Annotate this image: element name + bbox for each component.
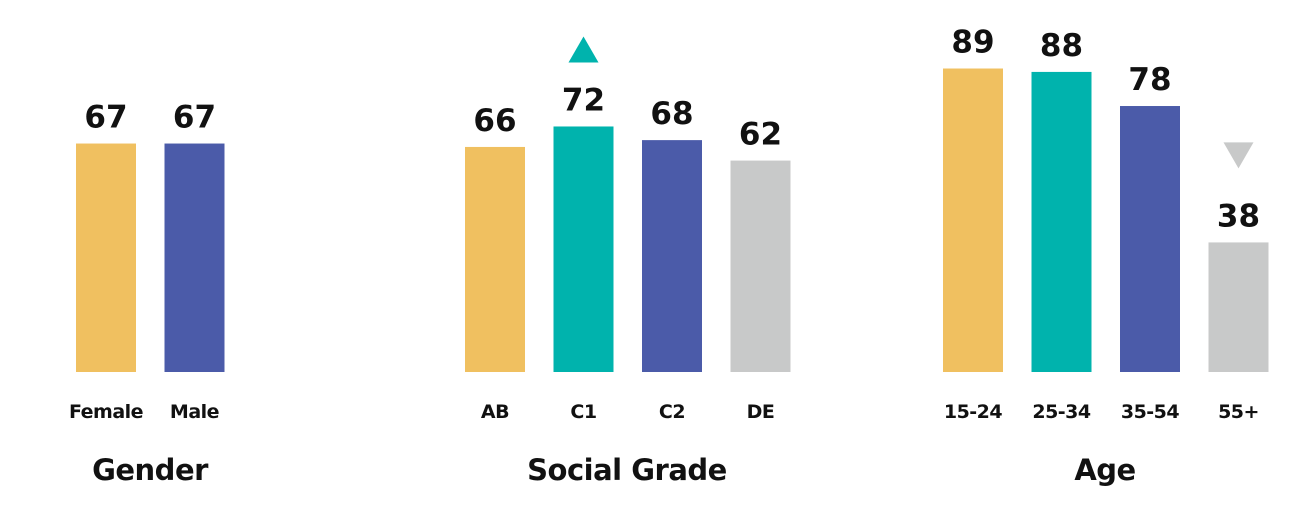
data-label: 67	[84, 100, 127, 136]
category-label: 35-54	[1121, 401, 1180, 423]
category-label: AB	[481, 401, 509, 423]
category-label: C2	[659, 401, 685, 423]
category-label: DE	[747, 401, 775, 423]
category-label: Male	[170, 401, 219, 423]
bar-c1	[553, 126, 614, 372]
bar-de	[730, 160, 791, 372]
group-title: Age	[1074, 453, 1135, 487]
chart-group-1: 67 Female 67 Male Gender	[69, 100, 225, 487]
data-label: 38	[1217, 198, 1260, 234]
bar-ab	[465, 146, 525, 372]
bar-female	[76, 143, 136, 372]
data-label: 62	[739, 117, 782, 153]
data-label: 67	[173, 100, 216, 136]
bar-55-	[1208, 242, 1269, 372]
up-arrow-icon	[568, 36, 599, 63]
data-label: 66	[473, 103, 516, 139]
chart-group-2: 66 AB 72 C1 68 C2 62 DE Social Grade	[465, 36, 791, 487]
bar-male	[164, 143, 225, 372]
category-label: Female	[69, 401, 143, 423]
bar-15-24	[943, 68, 1003, 372]
down-arrow-icon	[1223, 142, 1254, 169]
category-label: C1	[570, 401, 596, 423]
data-label: 88	[1040, 28, 1083, 64]
data-label: 78	[1128, 62, 1171, 98]
bar-35-54	[1120, 106, 1180, 373]
data-label: 68	[650, 96, 693, 132]
category-label: 55+	[1218, 401, 1259, 423]
group-title: Social Grade	[527, 453, 727, 487]
category-label: 25-34	[1032, 401, 1091, 423]
group-title: Gender	[92, 453, 209, 487]
bar-25-34	[1031, 71, 1092, 373]
data-label: 72	[562, 82, 605, 118]
chart-group-3: 89 15-24 88 25-34 78 35-54 38 55+ Age	[943, 25, 1269, 487]
data-label: 89	[951, 25, 994, 61]
bar-c2	[642, 140, 702, 372]
category-label: 15-24	[944, 401, 1003, 423]
